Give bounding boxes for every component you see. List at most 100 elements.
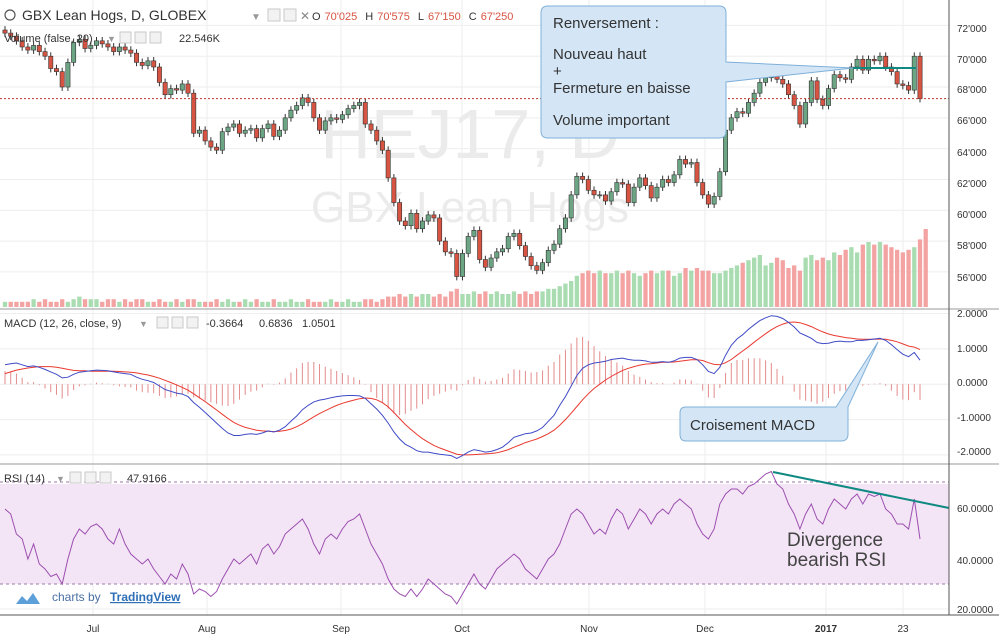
candle-body bbox=[25, 46, 31, 51]
candle-body bbox=[860, 58, 866, 71]
volume-bar bbox=[100, 301, 105, 307]
volume-label[interactable]: Volume (false, 20) bbox=[4, 33, 93, 45]
volume-bar bbox=[54, 301, 59, 307]
volume-bar bbox=[454, 288, 459, 307]
symbol-legend[interactable]: GBX Lean Hogs, D, GLOBEX ▼ ✕ O 70'025 H 70'… bbox=[4, 7, 513, 23]
candle-body bbox=[151, 60, 157, 68]
candle-body bbox=[362, 102, 368, 125]
volume-bar bbox=[557, 286, 562, 307]
symbol-title[interactable]: GBX Lean Hogs, D, GLOBEX bbox=[22, 7, 207, 23]
callout-reversal[interactable]: Renversement : Nouveau haut + Fermeture … bbox=[540, 5, 854, 139]
volume-bar bbox=[71, 299, 76, 307]
low-label: L bbox=[418, 11, 424, 23]
open-label: O bbox=[312, 11, 321, 23]
candle-body bbox=[277, 129, 282, 137]
price-axis[interactable]: 72'000 70'000 68'000 66'000 64'000 62'00… bbox=[957, 24, 987, 284]
volume-bar bbox=[814, 260, 820, 307]
candle-body bbox=[545, 250, 551, 263]
eye-icon[interactable] bbox=[267, 8, 281, 22]
volume-bar bbox=[162, 301, 168, 307]
volume-bar bbox=[889, 247, 894, 307]
rsi-legend[interactable]: RSI (14) ▼ 47.9166 bbox=[4, 471, 167, 485]
candle-body bbox=[568, 194, 574, 219]
gear-icon[interactable] bbox=[171, 316, 184, 329]
volume-bar bbox=[220, 301, 225, 307]
volume-bar bbox=[769, 262, 774, 307]
macd-axis-label: 2.0000 bbox=[957, 309, 988, 320]
chevron-down-icon[interactable]: ▼ bbox=[139, 319, 148, 329]
candle-body bbox=[671, 174, 677, 183]
candle-body bbox=[780, 79, 786, 85]
candle-body bbox=[837, 74, 843, 79]
symbol-collapse-icon[interactable] bbox=[4, 9, 16, 21]
branding-link[interactable]: TradingView bbox=[110, 590, 181, 604]
eye-icon[interactable] bbox=[119, 31, 132, 44]
candle-body bbox=[877, 55, 883, 62]
candle-body bbox=[2, 29, 8, 34]
rsi-axis[interactable]: 60.0000 40.0000 20.0000 bbox=[957, 504, 994, 616]
rsi-divergence-trendline[interactable] bbox=[772, 471, 950, 509]
price-axis-label: 60'000 bbox=[957, 210, 987, 221]
chevron-down-icon[interactable]: ▼ bbox=[56, 474, 65, 484]
chevron-down-icon[interactable]: ▼ bbox=[107, 34, 116, 44]
volume-bar bbox=[528, 294, 534, 307]
volume-bar bbox=[900, 252, 905, 307]
volume-bar bbox=[134, 299, 139, 307]
candle-body bbox=[597, 194, 603, 197]
close-icon[interactable] bbox=[186, 316, 199, 329]
candle-body bbox=[917, 55, 923, 99]
macd-line bbox=[4, 315, 921, 460]
callout-macd-cross[interactable]: Croisement MACD bbox=[679, 341, 879, 442]
volume-bar bbox=[837, 255, 843, 307]
chevron-down-icon[interactable]: ▼ bbox=[251, 12, 261, 23]
volume-bar bbox=[752, 257, 757, 307]
candle-body bbox=[116, 46, 122, 52]
volume-bar bbox=[437, 294, 442, 307]
volume-bar bbox=[506, 294, 511, 307]
volume-bar bbox=[780, 260, 785, 307]
gear-icon[interactable] bbox=[134, 31, 147, 44]
volume-bar bbox=[706, 270, 711, 307]
eye-icon[interactable] bbox=[69, 471, 82, 484]
volume-bar bbox=[746, 260, 751, 307]
candle-body bbox=[88, 45, 94, 49]
rsi-divergence-annotation[interactable]: Divergence bearish RSI bbox=[787, 530, 886, 571]
close-icon[interactable] bbox=[149, 31, 162, 44]
callout-reversal-line: Renversement : bbox=[553, 15, 659, 32]
candle-body bbox=[248, 128, 254, 131]
candle-body bbox=[894, 71, 900, 85]
candle-body bbox=[282, 117, 288, 131]
volume-bar bbox=[797, 270, 803, 307]
macd-axis[interactable]: 2.0000 1.0000 0.0000 -1.0000 -2.0000 bbox=[957, 309, 991, 458]
candle-body bbox=[185, 83, 191, 94]
candle-body bbox=[385, 149, 391, 179]
volume-bar bbox=[42, 299, 48, 307]
gear-icon[interactable] bbox=[84, 471, 97, 484]
eye-icon[interactable] bbox=[156, 316, 169, 329]
volume-bar bbox=[237, 301, 242, 307]
time-axis[interactable]: Jul Aug Sep Oct Nov Dec 2017 23 bbox=[87, 624, 909, 635]
close-icon[interactable]: ✕ bbox=[300, 9, 310, 23]
macd-signal-value: 1.0501 bbox=[302, 318, 336, 330]
volume-bar bbox=[517, 294, 522, 307]
macd-label[interactable]: MACD (12, 26, close, 9) bbox=[4, 318, 121, 330]
candle-body bbox=[603, 194, 608, 202]
volume-bar bbox=[597, 270, 602, 307]
rsi-label[interactable]: RSI (14) bbox=[4, 473, 45, 485]
candle-body bbox=[254, 128, 260, 139]
candle-body bbox=[442, 240, 448, 253]
macd-legend[interactable]: MACD (12, 26, close, 9) ▼ -0.3664 0.6836… bbox=[4, 316, 336, 330]
candle-body bbox=[54, 68, 59, 72]
close-icon[interactable] bbox=[99, 471, 112, 484]
gear-icon[interactable] bbox=[283, 8, 297, 22]
volume-legend[interactable]: Volume (false, 20) ▼ 22.546K bbox=[4, 31, 221, 45]
candle-body bbox=[145, 60, 151, 66]
volume-bar bbox=[208, 301, 214, 307]
macd-axis-label: -2.0000 bbox=[957, 447, 991, 458]
candle-body bbox=[843, 77, 849, 80]
volume-bar bbox=[94, 299, 99, 307]
candle-body bbox=[305, 97, 311, 103]
volume-bar bbox=[277, 301, 282, 307]
tradingview-branding[interactable]: charts by TradingView bbox=[16, 590, 181, 604]
